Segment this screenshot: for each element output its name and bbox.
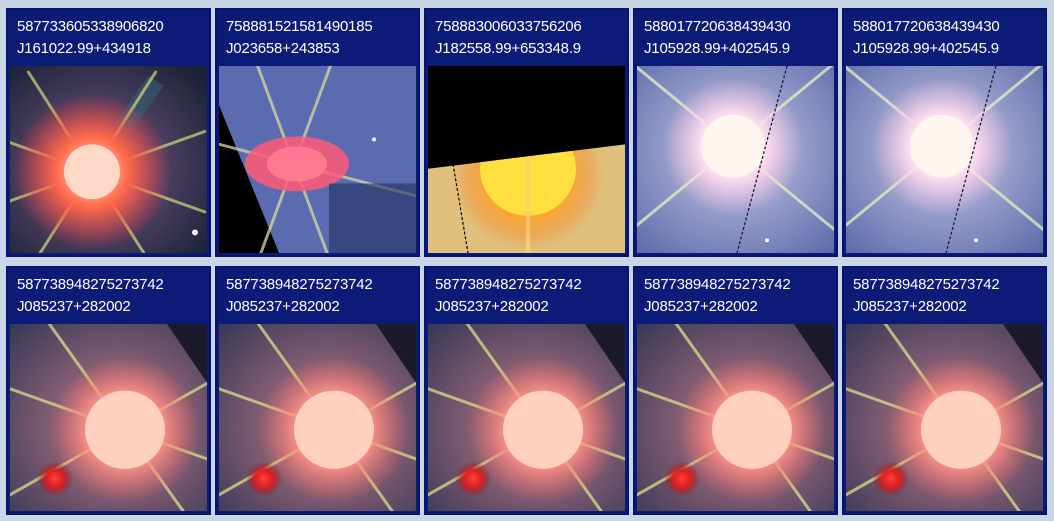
object-id: 587738948275273742	[853, 276, 1000, 293]
object-id: 587738948275273742	[644, 276, 791, 293]
object-card[interactable]: 758883006033756206 J182558.99+653348.9	[424, 8, 629, 257]
object-label: 758883006033756206 J182558.99+653348.9	[426, 10, 627, 66]
object-id: 758883006033756206	[435, 18, 582, 35]
object-image[interactable]	[428, 324, 625, 511]
object-id: 587738948275273742	[435, 276, 582, 293]
object-card[interactable]: 587738948275273742 J085237+282002	[424, 266, 629, 515]
object-image[interactable]	[637, 66, 834, 253]
object-card[interactable]: 587733605338906820 J161022.99+434918	[6, 8, 211, 257]
object-card[interactable]: 758881521581490185 J023658+243853	[215, 8, 420, 257]
object-image[interactable]	[219, 66, 416, 253]
object-name: J105928.99+402545.9	[644, 40, 790, 57]
object-label: 588017720638439430 J105928.99+402545.9	[635, 10, 836, 66]
object-label: 587738948275273742 J085237+282002	[844, 268, 1045, 324]
object-label: 588017720638439430 J105928.99+402545.9	[844, 10, 1045, 66]
object-image[interactable]	[219, 324, 416, 511]
object-label: 587738948275273742 J085237+282002	[217, 268, 418, 324]
object-image[interactable]	[637, 324, 834, 511]
object-name: J085237+282002	[853, 298, 967, 315]
object-name: J085237+282002	[435, 298, 549, 315]
object-card[interactable]: 587738948275273742 J085237+282002	[842, 266, 1047, 515]
object-image[interactable]	[10, 324, 207, 511]
object-name: J085237+282002	[226, 298, 340, 315]
object-id: 587733605338906820	[17, 18, 164, 35]
object-label: 587738948275273742 J085237+282002	[426, 268, 627, 324]
object-name: J085237+282002	[17, 298, 131, 315]
object-image[interactable]	[428, 66, 625, 253]
object-label: 758881521581490185 J023658+243853	[217, 10, 418, 66]
object-label: 587738948275273742 J085237+282002	[8, 268, 209, 324]
object-image[interactable]	[846, 66, 1043, 253]
object-id: 758881521581490185	[226, 18, 373, 35]
object-name: J182558.99+653348.9	[435, 40, 581, 57]
object-card[interactable]: 588017720638439430 J105928.99+402545.9	[633, 8, 838, 257]
thumbnail-grid: 587733605338906820 J161022.99+434918 758…	[6, 8, 1048, 516]
object-card[interactable]: 587738948275273742 J085237+282002	[633, 266, 838, 515]
object-id: 587738948275273742	[226, 276, 373, 293]
object-id: 587738948275273742	[17, 276, 164, 293]
object-card[interactable]: 588017720638439430 J105928.99+402545.9	[842, 8, 1047, 257]
object-name: J105928.99+402545.9	[853, 40, 999, 57]
object-label: 587733605338906820 J161022.99+434918	[8, 10, 209, 66]
object-card[interactable]: 587738948275273742 J085237+282002	[215, 266, 420, 515]
object-label: 587738948275273742 J085237+282002	[635, 268, 836, 324]
object-id: 588017720638439430	[853, 18, 1000, 35]
object-id: 588017720638439430	[644, 18, 791, 35]
object-name: J023658+243853	[226, 40, 340, 57]
object-image[interactable]	[846, 324, 1043, 511]
object-name: J161022.99+434918	[17, 40, 151, 57]
object-card[interactable]: 587738948275273742 J085237+282002	[6, 266, 211, 515]
object-name: J085237+282002	[644, 298, 758, 315]
object-image[interactable]	[10, 66, 207, 253]
